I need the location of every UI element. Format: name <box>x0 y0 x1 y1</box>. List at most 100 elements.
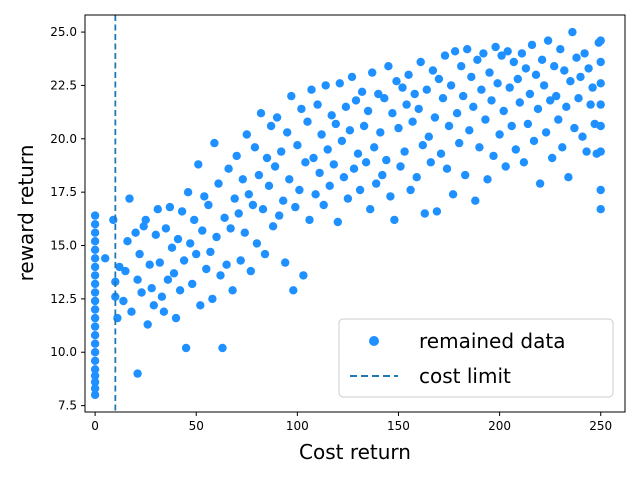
data-point <box>329 160 338 169</box>
data-point <box>386 192 395 201</box>
data-point <box>190 215 199 225</box>
data-point <box>313 100 322 109</box>
data-point <box>578 132 587 141</box>
data-point <box>422 85 431 94</box>
data-point <box>491 42 500 52</box>
data-point <box>376 128 385 137</box>
x-tick-label: 0 <box>91 419 99 433</box>
data-point <box>596 100 605 109</box>
x-tick-label: 200 <box>488 419 511 433</box>
data-point <box>291 202 300 212</box>
data-point <box>353 149 363 158</box>
data-point <box>127 307 136 316</box>
data-point <box>424 132 433 141</box>
data-point <box>307 85 316 94</box>
data-point <box>268 222 278 231</box>
y-tick-label: 10.0 <box>50 345 77 359</box>
data-point <box>552 91 561 101</box>
data-point <box>240 228 249 237</box>
data-point <box>133 369 142 378</box>
data-point <box>246 266 255 276</box>
data-point <box>560 66 569 75</box>
data-point <box>337 136 347 146</box>
data-point <box>210 138 219 148</box>
data-point <box>262 153 272 163</box>
data-point <box>394 123 403 133</box>
data-point <box>392 77 401 86</box>
data-point <box>469 102 478 112</box>
data-point <box>440 51 450 60</box>
data-point <box>90 356 100 365</box>
data-point <box>218 343 227 353</box>
y-tick-label: 7.5 <box>58 399 77 413</box>
data-point <box>258 205 268 214</box>
x-tick-label: 50 <box>189 419 204 433</box>
data-point <box>131 228 140 237</box>
data-point <box>90 371 100 380</box>
data-point <box>467 72 476 82</box>
data-point <box>517 49 527 58</box>
data-point <box>236 256 245 265</box>
data-point <box>402 100 411 109</box>
data-point <box>90 365 100 374</box>
legend-box <box>338 318 614 398</box>
data-point <box>596 185 605 195</box>
data-point <box>250 143 260 152</box>
data-point <box>541 128 551 137</box>
legend-label-remained-data: remained data <box>419 329 565 353</box>
data-point <box>188 279 197 289</box>
data-point <box>202 264 211 274</box>
data-point <box>277 147 286 156</box>
data-point <box>252 239 262 248</box>
x-tick-label: 150 <box>387 419 410 433</box>
data-point <box>200 192 209 201</box>
data-point <box>406 185 415 195</box>
data-point <box>220 213 229 222</box>
data-point <box>374 89 383 99</box>
data-point <box>455 138 464 148</box>
data-point <box>452 109 462 118</box>
data-point <box>426 158 435 167</box>
data-point <box>90 296 100 306</box>
data-point <box>596 79 605 88</box>
data-point <box>179 256 189 265</box>
data-point <box>420 209 429 218</box>
data-point <box>412 173 421 182</box>
y-axis-ticks: 7.5 10.0 12.5 15.0 17.5 20.0 22.5 25.0 <box>50 25 85 413</box>
data-point <box>155 258 164 267</box>
data-point <box>556 45 565 54</box>
data-point <box>90 220 100 229</box>
data-point <box>596 36 605 45</box>
data-point <box>115 262 124 272</box>
data-point <box>147 284 156 293</box>
data-point <box>357 87 367 97</box>
data-point <box>256 109 266 118</box>
data-point <box>198 226 207 235</box>
data-point <box>414 104 423 114</box>
data-point <box>485 68 494 77</box>
data-point <box>266 121 276 131</box>
data-point <box>521 64 531 73</box>
data-point <box>543 36 553 45</box>
data-point <box>396 162 405 171</box>
data-point <box>596 121 605 131</box>
data-point <box>161 224 171 233</box>
data-point <box>232 151 241 161</box>
y-tick-label: 25.0 <box>50 25 77 39</box>
data-point <box>192 249 201 259</box>
data-point <box>408 117 417 126</box>
data-point <box>90 384 100 393</box>
data-point <box>515 98 524 107</box>
data-point <box>335 79 344 88</box>
data-point <box>90 331 100 340</box>
data-point <box>481 115 490 124</box>
data-point <box>90 262 100 272</box>
data-point <box>361 158 371 167</box>
data-point <box>378 170 387 180</box>
data-point <box>355 185 365 195</box>
data-point <box>149 301 158 310</box>
data-point <box>177 207 187 216</box>
data-point <box>430 113 440 122</box>
data-point <box>596 205 605 214</box>
data-point <box>416 57 425 67</box>
